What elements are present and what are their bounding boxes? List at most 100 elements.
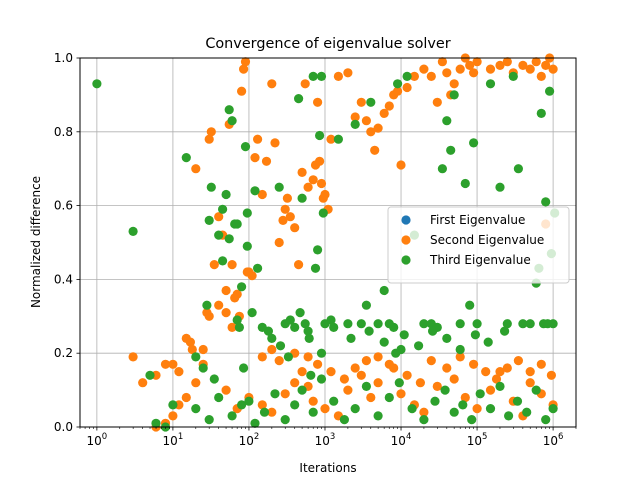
data-point (295, 308, 305, 318)
data-point (306, 370, 316, 380)
data-point (270, 389, 280, 399)
data-point (297, 385, 307, 395)
data-point (407, 404, 417, 414)
data-point (475, 389, 485, 399)
legend: First Eigenvalue Second Eigenvalue Third E… (387, 206, 570, 284)
x-tick-label: 103 (315, 432, 336, 448)
data-point (308, 71, 318, 81)
data-point (204, 215, 214, 225)
data-point (442, 333, 452, 343)
data-point (278, 215, 288, 225)
data-point (356, 319, 366, 329)
data-point (472, 319, 482, 329)
data-point (138, 378, 148, 388)
data-point (224, 105, 234, 115)
data-point (485, 404, 496, 414)
data-point (227, 116, 237, 126)
data-point (339, 374, 349, 384)
data-point (280, 204, 290, 214)
data-point (396, 160, 406, 170)
data-point (455, 64, 465, 74)
data-point (495, 182, 505, 192)
y-axis-label: Normalized difference (29, 176, 43, 308)
data-point (257, 352, 267, 362)
data-point (396, 389, 406, 399)
data-point (346, 333, 356, 343)
data-point (512, 396, 523, 406)
data-point (187, 344, 197, 355)
data-point (315, 130, 325, 141)
x-tick-label-base: 10 (391, 434, 406, 448)
data-point (174, 367, 184, 377)
legend-label: First Eigenvalue (430, 213, 525, 227)
x-tick-label-exponent: 5 (482, 432, 487, 442)
x-tick-label: 100 (87, 432, 108, 448)
x-tick-label: 105 (467, 432, 488, 448)
data-point (290, 223, 300, 233)
data-point (419, 319, 429, 329)
data-point (214, 230, 224, 240)
data-point (151, 418, 161, 428)
data-point (442, 68, 452, 78)
data-point (303, 326, 313, 336)
data-point (548, 319, 558, 329)
data-point (415, 378, 425, 388)
data-point (449, 90, 459, 100)
data-point (541, 60, 551, 70)
data-point (259, 407, 270, 417)
data-point (356, 370, 366, 380)
data-point (274, 356, 284, 366)
data-point (290, 378, 300, 388)
data-point (449, 407, 459, 417)
data-point (297, 167, 307, 177)
data-point (343, 385, 353, 395)
data-point (364, 326, 374, 336)
y-tick-label: 1.0 (54, 51, 73, 65)
data-point (297, 193, 307, 203)
x-tick-label-exponent: 6 (558, 432, 563, 442)
data-point (343, 319, 353, 329)
data-point (214, 392, 224, 403)
data-point (304, 333, 314, 343)
data-point (280, 415, 290, 425)
data-point (472, 57, 482, 67)
data-point (185, 337, 195, 347)
data-point (432, 97, 442, 107)
data-point (310, 263, 321, 273)
data-point (313, 245, 323, 255)
data-point (320, 189, 330, 200)
data-point (326, 315, 336, 325)
data-point (350, 119, 360, 129)
data-point (214, 212, 224, 222)
data-point (470, 330, 480, 340)
data-point (204, 134, 214, 144)
data-point (316, 374, 327, 384)
data-point (426, 356, 436, 366)
data-point (191, 164, 201, 174)
data-point (541, 415, 551, 425)
data-point (128, 226, 138, 236)
x-tick-label-exponent: 4 (406, 432, 411, 442)
data-point (221, 189, 231, 200)
data-point (467, 415, 477, 425)
data-point (350, 404, 360, 414)
data-point (237, 86, 247, 96)
data-point (234, 322, 244, 332)
data-point (437, 57, 447, 67)
data-point (253, 134, 263, 144)
data-point (300, 319, 310, 329)
data-point (333, 71, 343, 81)
data-point (191, 378, 201, 388)
data-point (224, 234, 234, 244)
data-point (308, 175, 318, 185)
data-point (350, 112, 360, 122)
data-point (313, 97, 323, 107)
data-point (458, 400, 468, 410)
data-point (214, 300, 224, 310)
data-point (270, 138, 280, 148)
data-point (326, 367, 336, 377)
y-tick-label: 0.0 (54, 420, 73, 434)
data-point (290, 400, 300, 410)
